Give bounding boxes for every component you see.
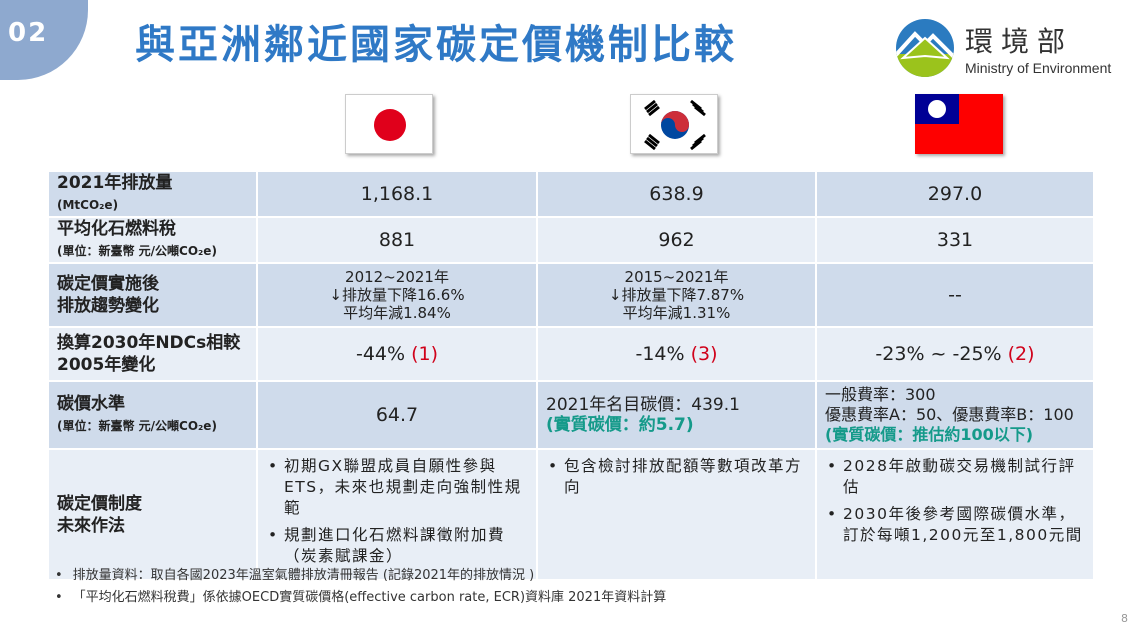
korea-cell: 638.9 bbox=[536, 170, 817, 218]
list-item: 包含檢討排放配額等數項改革方向 bbox=[546, 456, 807, 498]
japan-flag bbox=[345, 94, 433, 154]
row-header: 換算2030年NDCs相較 2005年變化 bbox=[47, 326, 258, 382]
korea-cell: 2015~2021年 ↓排放量下降7.87% 平均年減1.31% bbox=[536, 262, 817, 328]
comparison-table: 2021年排放量 (MtCO₂e) 1,168.1 638.9 297.0 平均化… bbox=[47, 170, 1095, 581]
taiwan-cell: 2028年啟動碳交易機制試行評估 2030年後參考國際碳價水準，訂於每噸1,200… bbox=[815, 448, 1095, 581]
korea-cell: 962 bbox=[536, 216, 817, 264]
japan-cell: -44% (1) bbox=[256, 326, 538, 382]
korea-cell: -14% (3) bbox=[536, 326, 817, 382]
list-item: 2028年啟動碳交易機制試行評估 bbox=[825, 456, 1085, 498]
japan-cell: 初期GX聯盟成員自願性參與ETS，未來也規劃走向強制性規範規劃進口化石燃料課徵附… bbox=[256, 448, 538, 581]
table-row: 碳定價實施後 排放趨勢變化 2012~2021年 ↓排放量下降16.6% 平均年減1.… bbox=[47, 262, 1095, 328]
korea-cell: 包含檢討排放配額等數項改革方向 bbox=[536, 448, 817, 581]
page-title: 與亞洲鄰近國家碳定價機制比較 bbox=[135, 22, 737, 68]
list-item: 初期GX聯盟成員自願性參與ETS，未來也規劃走向強制性規範 bbox=[266, 456, 528, 519]
list-item: 規劃進口化石燃料課徵附加費（炭素賦課金） bbox=[266, 525, 528, 567]
korea-flag bbox=[630, 94, 718, 154]
list-item: 2030年後參考國際碳價水準，訂於每噸1,200元至1,800元間 bbox=[825, 504, 1085, 546]
logo-chinese: 環境部 bbox=[965, 25, 1074, 58]
korea-cell: 2021年名目碳價：439.1 (實質碳價：約5.7) bbox=[536, 380, 817, 450]
section-badge: 02 bbox=[0, 0, 88, 80]
taiwan-cell: -23% ~ -25% (2) bbox=[815, 326, 1095, 382]
japan-cell: 1,168.1 bbox=[256, 170, 538, 218]
taiwan-cell: 331 bbox=[815, 216, 1095, 264]
taiwan-flag bbox=[915, 94, 1003, 154]
taiwan-cell: -- bbox=[815, 262, 1095, 328]
table-row: 換算2030年NDCs相較 2005年變化 -44% (1) -14% (3) -… bbox=[47, 326, 1095, 382]
taiwan-cell: 一般費率：300 優惠費率A：50、優惠費率B：100 (實質碳價：推估約100以下… bbox=[815, 380, 1095, 450]
taiwan-cell: 297.0 bbox=[815, 170, 1095, 218]
ministry-emblem-icon bbox=[896, 19, 954, 77]
page-number: 8 bbox=[1121, 612, 1128, 625]
footnote: 「平均化石燃料稅費」係依據OECD實質碳價格(effective carbon … bbox=[55, 587, 667, 609]
section-number: 02 bbox=[8, 18, 49, 48]
japan-cell: 2012~2021年 ↓排放量下降16.6% 平均年減1.84% bbox=[256, 262, 538, 328]
table-row: 2021年排放量 (MtCO₂e) 1,168.1 638.9 297.0 bbox=[47, 170, 1095, 218]
row-header: 平均化石燃料稅 (單位：新臺幣 元/公噸CO₂e) bbox=[47, 216, 258, 264]
footnote: 排放量資料：取自各國2023年溫室氣體排放清冊報告 (記錄2021年的排放情況 … bbox=[55, 565, 666, 587]
row-header: 碳定價實施後 排放趨勢變化 bbox=[47, 262, 258, 328]
footnotes: 排放量資料：取自各國2023年溫室氣體排放清冊報告 (記錄2021年的排放情況 … bbox=[55, 565, 667, 609]
row-header: 2021年排放量 (MtCO₂e) bbox=[47, 170, 258, 218]
ministry-logo: 環境部 Ministry of Environment bbox=[895, 18, 1111, 78]
table-row: 平均化石燃料稅 (單位：新臺幣 元/公噸CO₂e) 881 962 331 bbox=[47, 216, 1095, 264]
japan-cell: 881 bbox=[256, 216, 538, 264]
japan-cell: 64.7 bbox=[256, 380, 538, 450]
table-row: 碳價水準 (單位：新臺幣 元/公噸CO₂e) 64.7 2021年名目碳價：439… bbox=[47, 380, 1095, 450]
row-header: 碳價水準 (單位：新臺幣 元/公噸CO₂e) bbox=[47, 380, 258, 450]
logo-english: Ministry of Environment bbox=[965, 60, 1112, 76]
row-header: 碳定價制度 未來作法 bbox=[47, 448, 258, 581]
